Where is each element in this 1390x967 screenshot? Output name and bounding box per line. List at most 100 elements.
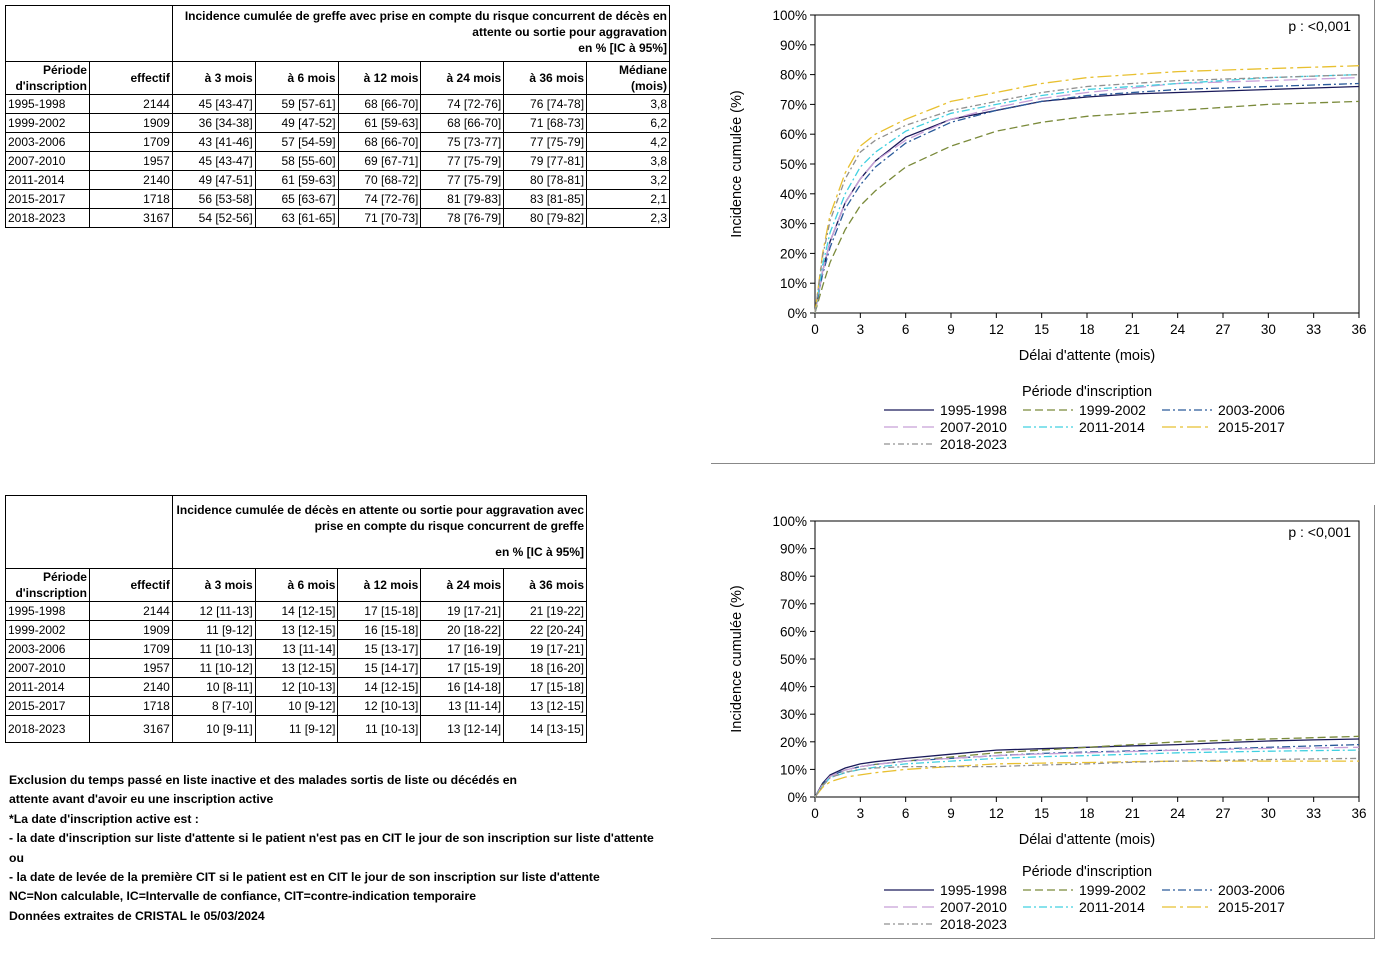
- chart-deces: 0%10%20%30%40%50%60%70%80%90%100%0 3 6 9 12 1…: [729, 514, 1367, 932]
- legend-label: 1995-1998: [940, 402, 1007, 418]
- cell-m12: 71 [70-73]: [337, 208, 422, 228]
- x-axis-label: Délai d'attente (mois): [1019, 348, 1156, 364]
- cell-m36: 77 [75-79]: [503, 132, 588, 152]
- cell-m24: 78 [76-79]: [420, 208, 505, 228]
- table-row: 2007-2010 1957 45 [43-47] 58 [55-60] 69 [67-…: [5, 151, 670, 171]
- footnote-line: attente avant d'avoir eu une inscription…: [9, 792, 274, 807]
- cell-m24: 74 [72-76]: [420, 94, 505, 114]
- table-title: Incidence cumulée de greffe avec prise e…: [171, 5, 671, 62]
- table-greffe: Incidence cumulée de greffe avec prise e…: [5, 5, 671, 228]
- cell-m12: 17 [15-18]: [337, 601, 422, 621]
- cell-m12: 16 [15-18]: [337, 620, 422, 640]
- x-tick-label: 0: [811, 806, 819, 821]
- col-header-periode: Période d'inscription: [5, 61, 90, 95]
- cell-m36: 17 [15-18]: [503, 677, 587, 697]
- col-header-periode-line2: d'inscription: [15, 79, 87, 93]
- cell-periode: 2018-2023: [5, 208, 90, 228]
- chart-panel-deces: 0% 10% 20% 30% 40% 50% 60% 70% 80% 90% 100% 0 3 6 9 12 1…: [711, 505, 1375, 939]
- cell-effectif: 1909: [88, 113, 173, 133]
- legend-label: 2011-2014: [1079, 899, 1145, 915]
- table-deces: Incidence cumulée de décès en attente ou…: [5, 495, 588, 743]
- cell-m3: 8 [7-10]: [171, 696, 256, 716]
- table-title: Incidence cumulée de décès en attente ou…: [171, 495, 588, 569]
- table-row: 1999-2002 1909 11 [9-12] 13 [12-15] 16 [15-1…: [5, 620, 587, 640]
- table-row: 2007-2010 1957 11 [10-12] 13 [12-15] 15 [14-…: [5, 658, 587, 678]
- cell-periode: 2003-2006: [5, 132, 90, 152]
- table-row: 2003-2006 1709 11 [10-13] 13 [11-14] 15 [13-…: [5, 639, 587, 659]
- col-header-effectif: effectif: [88, 568, 173, 602]
- cell-m36: 80 [79-82]: [503, 208, 588, 228]
- cell-m12: 70 [68-72]: [337, 170, 422, 190]
- cell-m3: 11 [10-12]: [171, 658, 256, 678]
- x-tick-label: 33: [1306, 322, 1321, 337]
- cell-m6: 13 [11-14]: [254, 639, 339, 659]
- cell-periode: 2018-2023: [5, 715, 90, 743]
- cell-median: 3,8: [586, 94, 670, 114]
- cell-m36: 18 [16-20]: [503, 658, 587, 678]
- x-tick-label: 6: [902, 322, 910, 337]
- cell-m3: 49 [47-51]: [171, 170, 256, 190]
- cell-m6: 59 [57-61]: [254, 94, 339, 114]
- x-tick-label: 9: [947, 806, 955, 821]
- y-tick-label: 40%: [780, 680, 807, 695]
- y-axis-label: Incidence cumulée (%): [729, 585, 745, 733]
- col-header-6m: à 6 mois: [254, 61, 339, 95]
- cell-effectif: 3167: [88, 208, 173, 228]
- cell-periode: 2007-2010: [5, 658, 90, 678]
- col-header-median-line1: Médiane: [618, 63, 667, 77]
- footnote-line: Exclusion du temps passé en liste inacti…: [9, 773, 518, 787]
- cell-effectif: 1957: [88, 151, 173, 171]
- table-corner-blank: [5, 5, 173, 62]
- cell-median: 6,2: [586, 113, 670, 133]
- footnote-line: ou: [9, 850, 24, 865]
- cell-m6: 61 [59-63]: [254, 170, 339, 190]
- col-header-periode-line1: Période: [42, 63, 87, 77]
- y-tick-label: 60%: [780, 127, 807, 142]
- cell-effectif: 2140: [88, 170, 173, 190]
- cell-m36: 14 [13-15]: [503, 715, 587, 743]
- cell-periode: 1999-2002: [5, 620, 90, 640]
- legend-label: 2003-2006: [1218, 882, 1285, 898]
- legend-label: 2018-2023: [940, 916, 1007, 932]
- x-tick-label: 9: [947, 322, 955, 337]
- p-value-label: p : <0,001: [1288, 524, 1351, 540]
- cell-m24: 13 [12-14]: [420, 715, 505, 743]
- y-tick-label: 70%: [780, 97, 807, 112]
- footnotes: Exclusion du temps passé en liste inacti…: [9, 771, 721, 926]
- y-tick-label: 0%: [787, 306, 807, 321]
- col-header-12m: à 12 mois: [337, 568, 422, 602]
- cell-periode: 1995-1998: [5, 94, 90, 114]
- cell-m24: 19 [17-21]: [420, 601, 505, 621]
- footnote-line: *La date d'inscription active est :: [9, 811, 199, 826]
- y-tick-label: 30%: [780, 217, 807, 232]
- cell-m24: 17 [15-19]: [420, 658, 505, 678]
- legend-label: 2018-2023: [940, 436, 1007, 452]
- series-line-2011-2014: [814, 749, 1360, 798]
- col-header-effectif: effectif: [88, 61, 173, 95]
- table-title-line1: Incidence cumulée de greffe avec prise e…: [184, 9, 667, 23]
- cell-effectif: 1909: [88, 620, 173, 640]
- legend-label: 2003-2006: [1218, 402, 1285, 418]
- cell-m12: 15 [14-17]: [337, 658, 422, 678]
- table-row: 2018-2023 3167 54 [52-56] 63 [61-65] 71 [70-…: [5, 208, 670, 228]
- x-tick-label: 21: [1125, 806, 1140, 821]
- y-tick-label: 90%: [780, 542, 807, 557]
- legend-label: 2015-2017: [1218, 419, 1285, 435]
- series-line-1995-1998: [814, 738, 1360, 798]
- cell-m3: 36 [34-38]: [171, 113, 256, 133]
- cell-effectif: 2140: [88, 677, 173, 697]
- x-tick-label: 0: [811, 322, 819, 337]
- cell-m12: 15 [13-17]: [337, 639, 422, 659]
- table-title-line2: attente ou sortie pour aggravation: [472, 25, 667, 39]
- y-tick-label: 60%: [780, 624, 807, 639]
- table-row: 2015-2017 1718 8 [7-10] 10 [9-12] 12 [10-13]…: [5, 696, 587, 716]
- x-tick-label: 12: [989, 322, 1004, 337]
- cell-effectif: 3167: [88, 715, 173, 743]
- footnote-line: - la date de levée de la première CIT si…: [9, 870, 600, 885]
- x-tick-label: 3: [857, 322, 865, 337]
- cell-m12: 12 [10-13]: [337, 696, 422, 716]
- x-tick-label: 6: [902, 806, 910, 821]
- legend-label: 2007-2010: [940, 899, 1007, 915]
- y-tick-label: 10%: [780, 762, 807, 777]
- x-tick-label: 36: [1351, 806, 1366, 821]
